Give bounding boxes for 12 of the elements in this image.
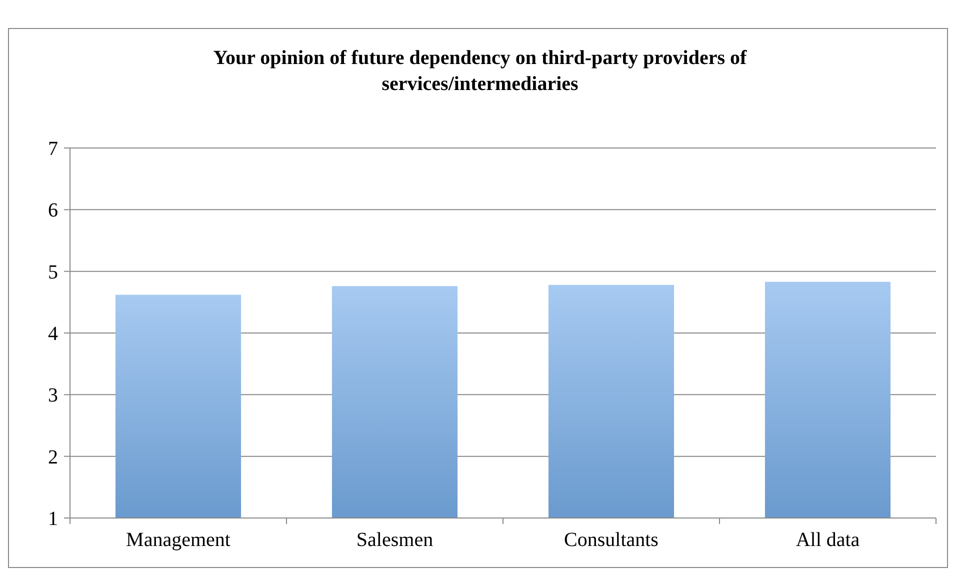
y-tick-label: 5 <box>48 261 58 284</box>
chart-title: Your opinion of future dependency on third-party providers of services/intermediaries <box>213 47 748 95</box>
x-tick-label: Consultants <box>564 529 659 551</box>
y-tick-label: 7 <box>48 138 58 160</box>
y-tick-label: 4 <box>48 323 58 345</box>
x-tick-label: Management <box>126 529 231 551</box>
x-tick-label: All data <box>796 529 860 551</box>
x-tick-label: Salesmen <box>356 529 434 551</box>
y-tick-label: 1 <box>48 508 58 530</box>
y-tick-label: 3 <box>48 384 58 407</box>
y-tick-label: 2 <box>48 446 58 468</box>
y-tick-label: 6 <box>48 200 58 222</box>
